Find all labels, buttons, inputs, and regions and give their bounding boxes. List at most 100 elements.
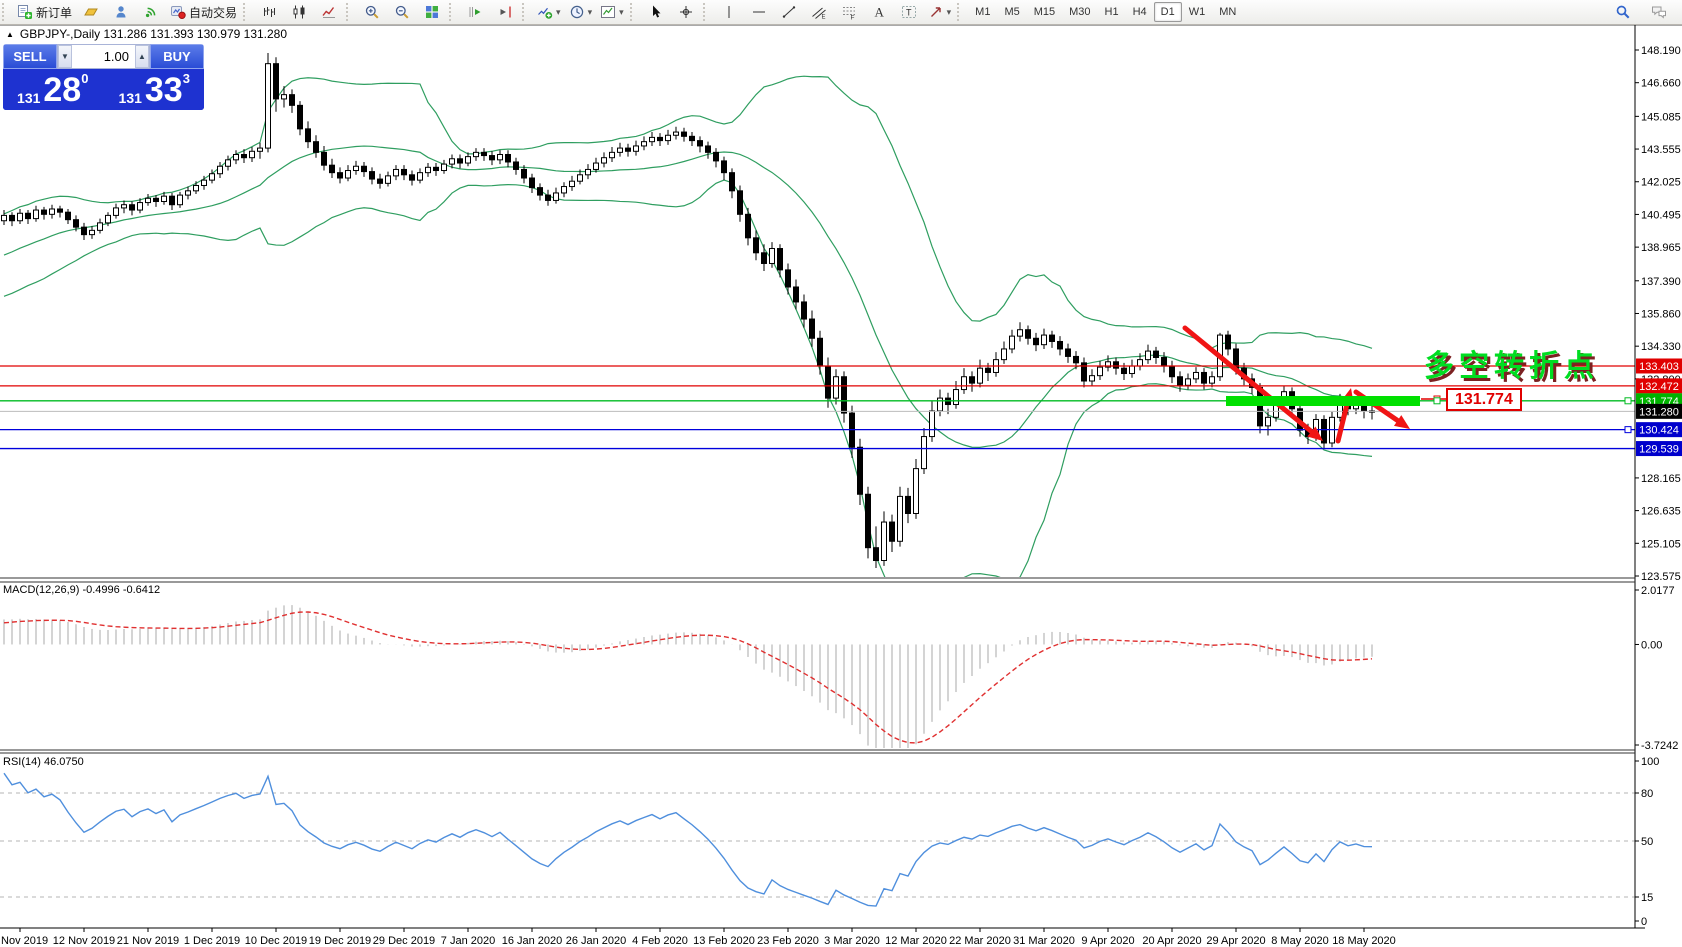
channel-button[interactable]: E bbox=[804, 1, 834, 23]
date-tick-label: 22 Mar 2020 bbox=[949, 935, 1011, 947]
chevron-down-icon[interactable]: ▾ bbox=[587, 6, 593, 17]
candle-body bbox=[497, 153, 503, 161]
new-order-button[interactable]: 新订单 bbox=[13, 1, 76, 23]
community-button[interactable] bbox=[106, 1, 136, 23]
crosshair-icon bbox=[679, 6, 692, 18]
candle-body bbox=[777, 248, 783, 271]
text-button[interactable]: A bbox=[864, 1, 894, 23]
candle-body bbox=[465, 156, 471, 164]
price-badge bbox=[1636, 441, 1682, 457]
profiles-button[interactable] bbox=[76, 1, 106, 23]
hline-button[interactable] bbox=[744, 1, 774, 23]
candle-body bbox=[9, 214, 15, 222]
candle-body bbox=[489, 155, 495, 161]
timeframe-m5[interactable]: M5 bbox=[1004, 6, 1020, 18]
chevron-down-icon[interactable]: ▾ bbox=[556, 6, 561, 17]
toolbar-separator bbox=[957, 3, 964, 21]
auto-trading-button-label: 自动交易 bbox=[189, 5, 238, 20]
trend-arrow[interactable] bbox=[1182, 325, 1314, 434]
buy-price[interactable]: 131 33 3 bbox=[104, 69, 204, 110]
chevron-down-icon[interactable]: ▾ bbox=[946, 6, 952, 17]
trendline-button[interactable] bbox=[774, 1, 804, 23]
tile-windows-icon bbox=[426, 6, 439, 18]
trend-arrow-head bbox=[1307, 426, 1323, 441]
candle-body bbox=[393, 168, 399, 177]
arrows-button[interactable]: ▾ bbox=[924, 1, 956, 23]
chat-button[interactable] bbox=[1644, 1, 1674, 23]
candle-body bbox=[593, 162, 599, 170]
sell-button[interactable]: SELL bbox=[3, 44, 57, 69]
chevron-down-icon[interactable]: ▾ bbox=[619, 6, 624, 17]
zoom-out-button[interactable] bbox=[387, 1, 417, 23]
text-icon: A bbox=[874, 5, 884, 20]
timeframe-h4[interactable]: H4 bbox=[1132, 6, 1147, 18]
rsi-indicator-label: RSI(14) 46.0750 bbox=[3, 756, 84, 768]
timeframe-m1[interactable]: M1 bbox=[975, 6, 991, 18]
cursor-button[interactable] bbox=[641, 1, 671, 23]
candle-body bbox=[1081, 362, 1087, 382]
auto-trading-button[interactable]: 自动交易 bbox=[166, 1, 241, 23]
candle-body bbox=[617, 147, 623, 153]
vline-button[interactable] bbox=[714, 1, 744, 23]
timeframe-w1[interactable]: W1 bbox=[1188, 6, 1206, 18]
line-chart-button[interactable] bbox=[314, 1, 344, 23]
zoom-in-button[interactable] bbox=[357, 1, 387, 23]
candle-body bbox=[1113, 361, 1119, 369]
candle-body bbox=[209, 173, 215, 181]
timeframe-d1[interactable]: D1 bbox=[1153, 2, 1182, 22]
candle-body bbox=[425, 166, 431, 174]
candle-body bbox=[257, 147, 263, 152]
bar-chart-button[interactable] bbox=[254, 1, 284, 23]
crosshair-button[interactable] bbox=[671, 1, 701, 23]
trend-annotation-text[interactable]: 多空转折点 bbox=[1424, 350, 1599, 383]
price-tick-label: 140.495 bbox=[1641, 209, 1681, 221]
candle-body bbox=[1265, 416, 1271, 427]
candlestick-button[interactable] bbox=[284, 1, 314, 23]
template-icon bbox=[601, 6, 616, 18]
label-icon: T bbox=[901, 6, 916, 18]
periods-button[interactable]: ▾ bbox=[565, 1, 597, 23]
auto-scroll-button[interactable] bbox=[460, 1, 490, 23]
date-tick-label: 23 Feb 2020 bbox=[757, 935, 819, 947]
zoom-in-icon bbox=[365, 5, 379, 19]
candle-body bbox=[89, 229, 95, 236]
label-button[interactable]: T bbox=[894, 1, 924, 23]
templates-button[interactable]: ▾ bbox=[596, 1, 628, 23]
candle-body bbox=[273, 63, 279, 100]
timeframe-h1[interactable]: H1 bbox=[1104, 6, 1119, 18]
toolbar-separator bbox=[629, 3, 637, 21]
timeframe-mn[interactable]: MN bbox=[1219, 6, 1237, 18]
line-handle[interactable] bbox=[1624, 397, 1632, 405]
date-tick-label: 18 May 2020 bbox=[1332, 935, 1396, 947]
candle-body bbox=[793, 286, 799, 303]
price-badge bbox=[1636, 403, 1682, 419]
line-handle[interactable] bbox=[1433, 397, 1441, 405]
chart-shift-button[interactable] bbox=[490, 1, 520, 23]
price-level-callout[interactable]: 131.774 bbox=[1446, 388, 1522, 411]
line-handle[interactable] bbox=[1624, 426, 1632, 434]
candle-body bbox=[241, 153, 247, 159]
volume-increase-button[interactable]: ▲ bbox=[135, 45, 149, 68]
timeframe-m30[interactable]: M30 bbox=[1069, 6, 1091, 18]
date-tick-label: 21 Nov 2019 bbox=[117, 935, 179, 947]
macd-tick-label: 0.00 bbox=[1641, 639, 1662, 651]
candle-body bbox=[49, 208, 55, 215]
candles[interactable] bbox=[1, 52, 1375, 568]
indicators-button[interactable]: ▾ bbox=[533, 1, 565, 23]
buy-button[interactable]: BUY bbox=[150, 44, 204, 69]
price-badge-label: 132.472 bbox=[1639, 381, 1679, 393]
candle-body bbox=[753, 237, 759, 254]
signals-button[interactable] bbox=[136, 1, 166, 23]
volume-decrease-button[interactable]: ▼ bbox=[58, 45, 72, 68]
search-icon bbox=[1616, 5, 1630, 19]
trend-arrow[interactable] bbox=[1335, 400, 1350, 444]
date-tick-label: 12 Nov 2019 bbox=[53, 935, 115, 947]
fibonacci-button[interactable]: F bbox=[834, 1, 864, 23]
tile-windows-button[interactable] bbox=[417, 1, 447, 23]
timeframe-m15[interactable]: M15 bbox=[1033, 6, 1056, 18]
sell-price[interactable]: 131 28 0 bbox=[3, 69, 103, 110]
volume-input[interactable]: 1.00 bbox=[103, 49, 129, 64]
search-button[interactable] bbox=[1608, 1, 1638, 23]
support-zone-bar[interactable] bbox=[1226, 396, 1420, 406]
